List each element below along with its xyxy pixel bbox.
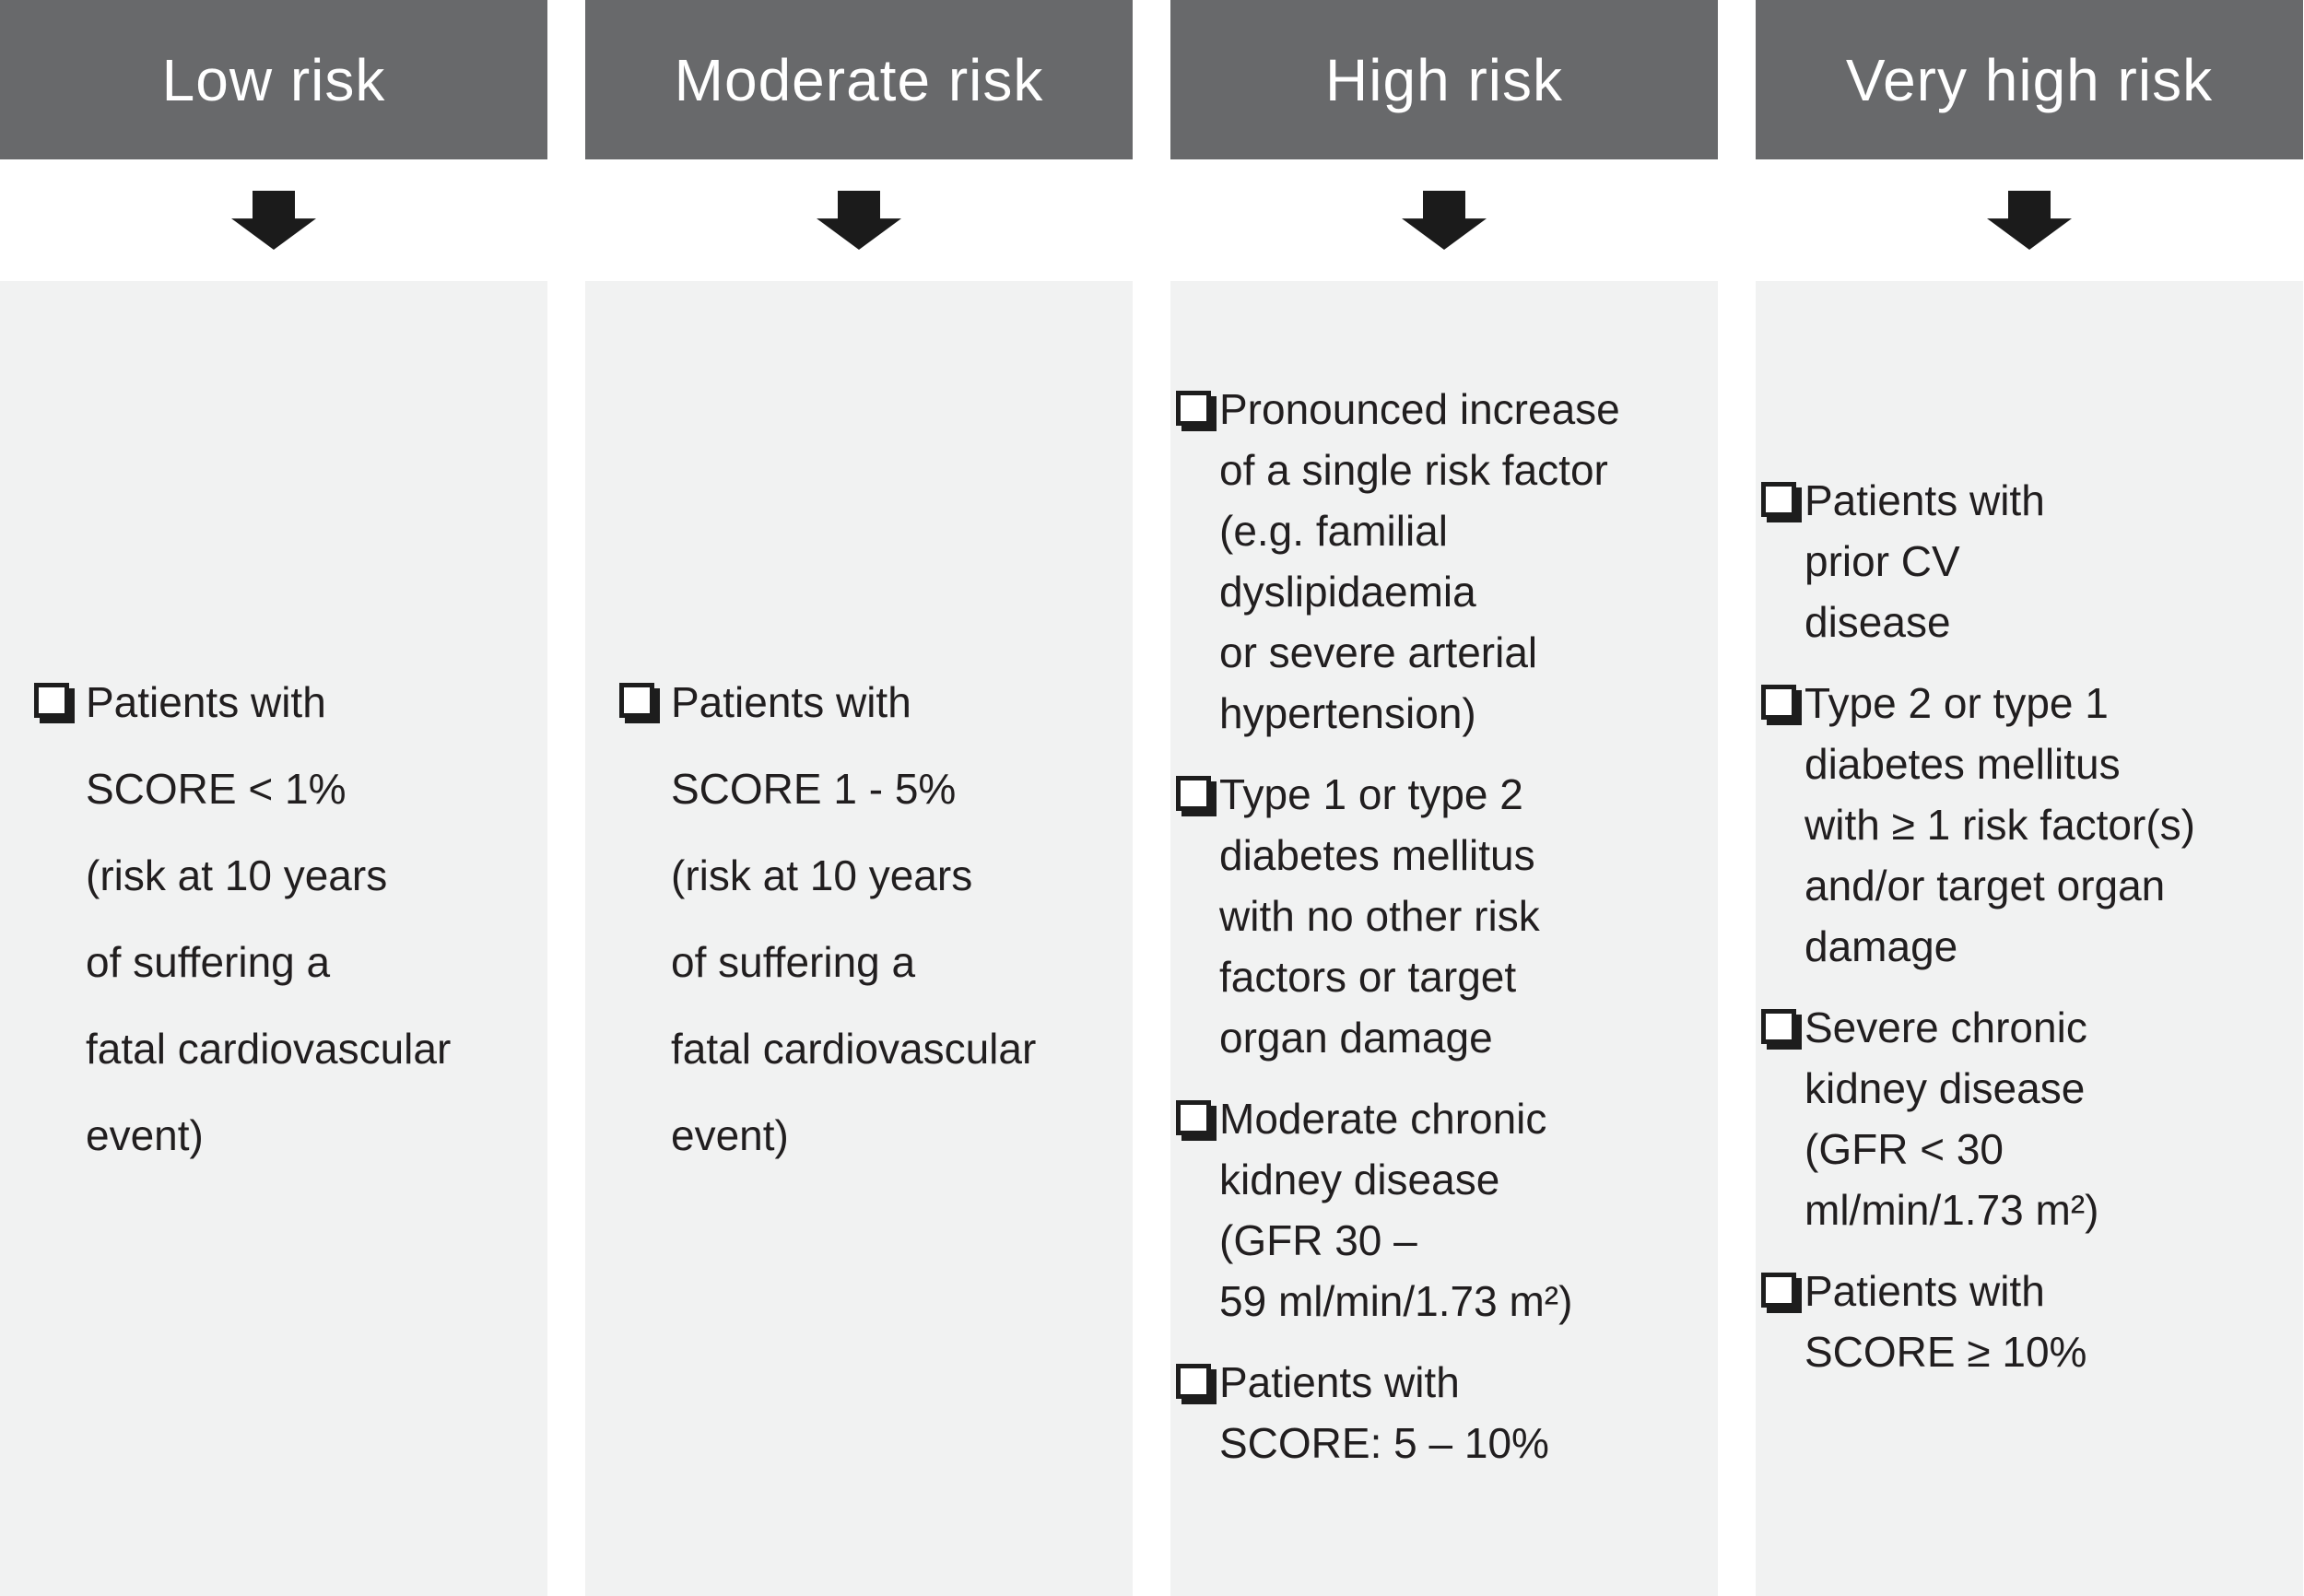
down-arrow-icon [1402, 191, 1487, 250]
checkbox-bullet-icon [1176, 1364, 1211, 1399]
list-item: Severe chronic kidney disease (GFR < 30 ml/… [1761, 997, 2299, 1240]
checkbox-bullet-icon [619, 683, 654, 718]
item-text: Patients with SCORE ≥ 10% [1804, 1261, 2087, 1382]
text-line: SCORE: 5 – 10% [1219, 1419, 1549, 1467]
text-line: kidney disease [1804, 1064, 2086, 1112]
column-body: Patients with prior CV disease Type 2 or ty… [1756, 281, 2303, 1596]
item-text: Patients with prior CV disease [1804, 470, 2045, 652]
list-item: Type 1 or type 2 diabetes mellitus with no… [1176, 764, 1714, 1068]
column-high-risk: High risk Pronounced increase of a single… [1170, 0, 1718, 1596]
checkbox-bullet-icon [1176, 776, 1211, 811]
checkbox-bullet-icon [1761, 685, 1796, 720]
text-line: SCORE ≥ 10% [1804, 1328, 2087, 1376]
list-item: Patients with SCORE ≥ 10% [1761, 1261, 2299, 1382]
item-text: Pronounced increase of a single risk fact… [1219, 379, 1620, 744]
arrow-zone [1170, 159, 1718, 281]
text-line: fatal cardiovascular [671, 1025, 1037, 1073]
down-arrow-icon [231, 191, 316, 250]
column-header-label: High risk [1325, 46, 1563, 113]
text-line: damage [1804, 922, 1958, 970]
text-line: Severe chronic [1804, 1003, 2087, 1051]
text-line: (e.g. familial [1219, 507, 1448, 555]
text-line: kidney disease [1219, 1156, 1500, 1203]
checkbox-bullet-icon [1761, 482, 1796, 517]
text-line: organ damage [1219, 1014, 1493, 1062]
text-line: hypertension) [1219, 689, 1476, 737]
column-header: Very high risk [1756, 0, 2303, 159]
text-line: (GFR 30 – [1219, 1216, 1417, 1264]
text-line: of a single risk factor [1219, 446, 1608, 494]
text-line: Patients with [86, 678, 326, 726]
column-header-label: Low risk [161, 46, 386, 113]
column-body: Pronounced increase of a single risk fact… [1170, 281, 1718, 1596]
column-body: Patients with SCORE < 1% (risk at 10 years… [0, 281, 547, 1596]
list-item: Patients with SCORE: 5 – 10% [1176, 1352, 1714, 1473]
column-low-risk: Low risk Patients with SCORE < 1% (risk at… [0, 0, 547, 1596]
text-line: diabetes mellitus [1804, 740, 2121, 788]
text-line: and/or target organ [1804, 862, 2166, 909]
text-line: Pronounced increase [1219, 385, 1620, 433]
arrow-zone [1756, 159, 2303, 281]
list-item: Moderate chronic kidney disease (GFR 30 – 5… [1176, 1088, 1714, 1332]
down-arrow-icon [817, 191, 901, 250]
item-text: Patients with SCORE: 5 – 10% [1219, 1352, 1549, 1473]
text-line: Patients with [1804, 1267, 2045, 1315]
list-item: Type 2 or type 1 diabetes mellitus with ≥ … [1761, 673, 2299, 977]
column-very-high-risk: Very high risk Patients with prior CV dise… [1756, 0, 2303, 1596]
item-text: Moderate chronic kidney disease (GFR 30 – 5… [1219, 1088, 1572, 1332]
text-line: Patients with [1219, 1358, 1460, 1406]
checkbox-bullet-icon [1761, 1009, 1796, 1044]
list-item: Patients with prior CV disease [1761, 470, 2299, 652]
text-line: (risk at 10 years [671, 851, 973, 899]
text-line: with ≥ 1 risk factor(s) [1804, 801, 2195, 849]
text-line: Type 1 or type 2 [1219, 770, 1523, 818]
text-line: event) [86, 1111, 204, 1159]
checkbox-bullet-icon [1176, 1100, 1211, 1135]
column-header: Low risk [0, 0, 547, 159]
checkbox-bullet-icon [1761, 1273, 1796, 1308]
column-body: Patients with SCORE 1 - 5% (risk at 10 yea… [585, 281, 1133, 1596]
text-line: Patients with [1804, 476, 2045, 524]
column-header-label: Very high risk [1845, 46, 2214, 113]
text-line: diabetes mellitus [1219, 831, 1535, 879]
column-header-label: Moderate risk [674, 46, 1044, 113]
column-header: High risk [1170, 0, 1718, 159]
text-line: (GFR < 30 [1804, 1125, 2004, 1173]
text-line: with no other risk [1219, 892, 1540, 940]
text-line: fatal cardiovascular [86, 1025, 452, 1073]
text-line: ml/min/1.73 m²) [1804, 1186, 2099, 1234]
item-text: Type 1 or type 2 diabetes mellitus with no… [1219, 764, 1540, 1068]
arrow-zone [0, 159, 547, 281]
text-line: factors or target [1219, 953, 1517, 1001]
text-line: prior CV [1804, 537, 1960, 585]
text-line: event) [671, 1111, 789, 1159]
text-line: SCORE < 1% [86, 765, 347, 813]
text-line: 59 ml/min/1.73 m²) [1219, 1277, 1573, 1325]
text-line: Moderate chronic [1219, 1095, 1547, 1143]
column-moderate-risk: Moderate risk Patients with SCORE 1 - 5% (… [585, 0, 1133, 1596]
checkbox-bullet-icon [1176, 391, 1211, 426]
column-header: Moderate risk [585, 0, 1133, 159]
text-line: SCORE 1 - 5% [671, 765, 957, 813]
text-line: Patients with [671, 678, 911, 726]
list-item: Patients with SCORE 1 - 5% (risk at 10 yea… [619, 659, 1125, 1179]
list-item: Pronounced increase of a single risk fact… [1176, 379, 1714, 744]
text-line: (risk at 10 years [86, 851, 388, 899]
list-item: Patients with SCORE < 1% (risk at 10 years… [34, 659, 540, 1179]
checkbox-bullet-icon [34, 683, 69, 718]
text-line: of suffering a [86, 938, 331, 986]
item-text: Patients with SCORE < 1% (risk at 10 years… [86, 659, 451, 1179]
text-line: or severe arterial [1219, 628, 1538, 676]
item-text: Patients with SCORE 1 - 5% (risk at 10 yea… [671, 659, 1036, 1179]
arrow-zone [585, 159, 1133, 281]
item-text: Type 2 or type 1 diabetes mellitus with ≥ … [1804, 673, 2195, 977]
item-text: Severe chronic kidney disease (GFR < 30 ml/… [1804, 997, 2098, 1240]
text-line: dyslipidaemia [1219, 568, 1476, 616]
down-arrow-icon [1987, 191, 2072, 250]
text-line: Type 2 or type 1 [1804, 679, 2109, 727]
text-line: disease [1804, 598, 1951, 646]
text-line: of suffering a [671, 938, 916, 986]
